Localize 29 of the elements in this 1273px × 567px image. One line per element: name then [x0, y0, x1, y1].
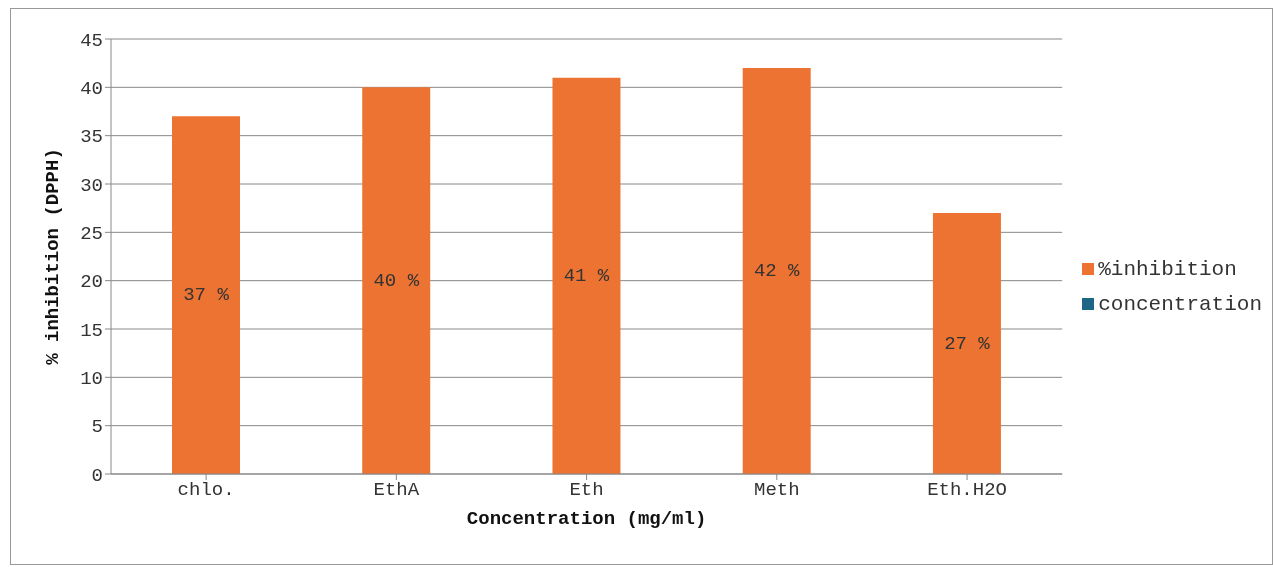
- y-tick-label: 45: [80, 29, 103, 52]
- y-tick-label: 40: [80, 78, 103, 101]
- bar: [742, 68, 811, 474]
- x-tick-label: Eth.H2O: [927, 479, 1007, 502]
- x-tick-label: chlo.: [177, 479, 235, 502]
- y-tick-label: 25: [80, 223, 103, 246]
- legend-label: concentration: [1098, 292, 1262, 316]
- bar: [932, 213, 1001, 474]
- data-label: 37 %: [183, 284, 230, 307]
- y-tick-label: 15: [80, 319, 103, 342]
- legend-label: %inhibition: [1098, 257, 1237, 281]
- x-tick-label: EthA: [373, 479, 420, 502]
- data-label: 27 %: [944, 332, 991, 355]
- x-tick-label: Eth: [569, 479, 604, 502]
- y-axis-title: % inhibition (DPPH): [41, 148, 64, 365]
- y-tick-label: 0: [91, 464, 103, 487]
- data-label: 42 %: [753, 260, 801, 282]
- data-label: 41 %: [563, 264, 610, 287]
- x-tick-label: Meth: [754, 479, 800, 502]
- bar: [552, 77, 621, 474]
- data-label: 40 %: [373, 269, 420, 292]
- y-tick-label: 35: [80, 126, 103, 149]
- y-tick-label: 5: [91, 416, 103, 439]
- x-axis-title: Concentration (mg/ml): [466, 508, 707, 530]
- y-tick-label: 10: [80, 368, 103, 391]
- bar: [362, 87, 431, 474]
- y-tick-label: 20: [80, 271, 103, 294]
- bar: [172, 116, 240, 474]
- y-tick-label: 30: [80, 174, 103, 197]
